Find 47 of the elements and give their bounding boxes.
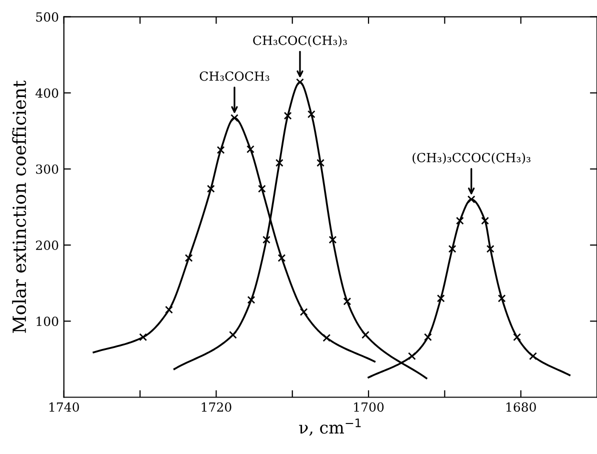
point — [184, 254, 193, 262]
point — [343, 297, 352, 306]
x-tick-label: 1680 — [506, 402, 536, 412]
point — [448, 244, 456, 253]
point — [481, 216, 489, 225]
point — [216, 146, 225, 154]
point — [408, 352, 416, 360]
point — [513, 333, 521, 342]
point — [258, 184, 266, 193]
y-tick-label: 200 — [36, 240, 58, 250]
point — [486, 244, 494, 253]
point — [362, 330, 370, 339]
x-tick-label: 1740 — [50, 402, 79, 412]
point — [316, 158, 324, 167]
y-tick-label: 400 — [36, 88, 58, 98]
point — [165, 306, 173, 314]
point — [206, 184, 215, 193]
point — [139, 333, 148, 342]
point — [296, 78, 304, 86]
y-axis-title: Molar extinction coefficient — [12, 80, 26, 333]
y-tick-label: 500 — [36, 12, 58, 22]
point — [247, 296, 256, 304]
point — [262, 236, 270, 244]
point — [456, 216, 464, 225]
point — [246, 145, 254, 154]
point — [229, 330, 237, 339]
y-tick-label: 300 — [36, 164, 58, 174]
point — [300, 308, 308, 316]
point — [498, 294, 506, 302]
x-tick-label: 1720 — [202, 402, 232, 412]
point — [284, 112, 292, 120]
point — [322, 334, 331, 342]
point — [424, 333, 432, 342]
point — [230, 114, 238, 122]
annotation: CH₃COC(CH₃)₃ — [253, 35, 347, 47]
point — [436, 294, 445, 302]
y-tick-label: 100 — [36, 316, 58, 326]
x-axis-title: ν, cm$^{−1}$ — [299, 418, 361, 436]
annotation: CH₃COCH₃ — [200, 71, 270, 81]
point — [529, 352, 537, 360]
point — [275, 158, 284, 167]
point — [307, 110, 316, 118]
annotation: (CH₃)₃CCOC(CH₃)₃ — [412, 152, 530, 164]
x-tick-label: 1700 — [354, 402, 384, 412]
point — [467, 195, 476, 204]
point — [328, 236, 337, 244]
point — [278, 254, 286, 262]
